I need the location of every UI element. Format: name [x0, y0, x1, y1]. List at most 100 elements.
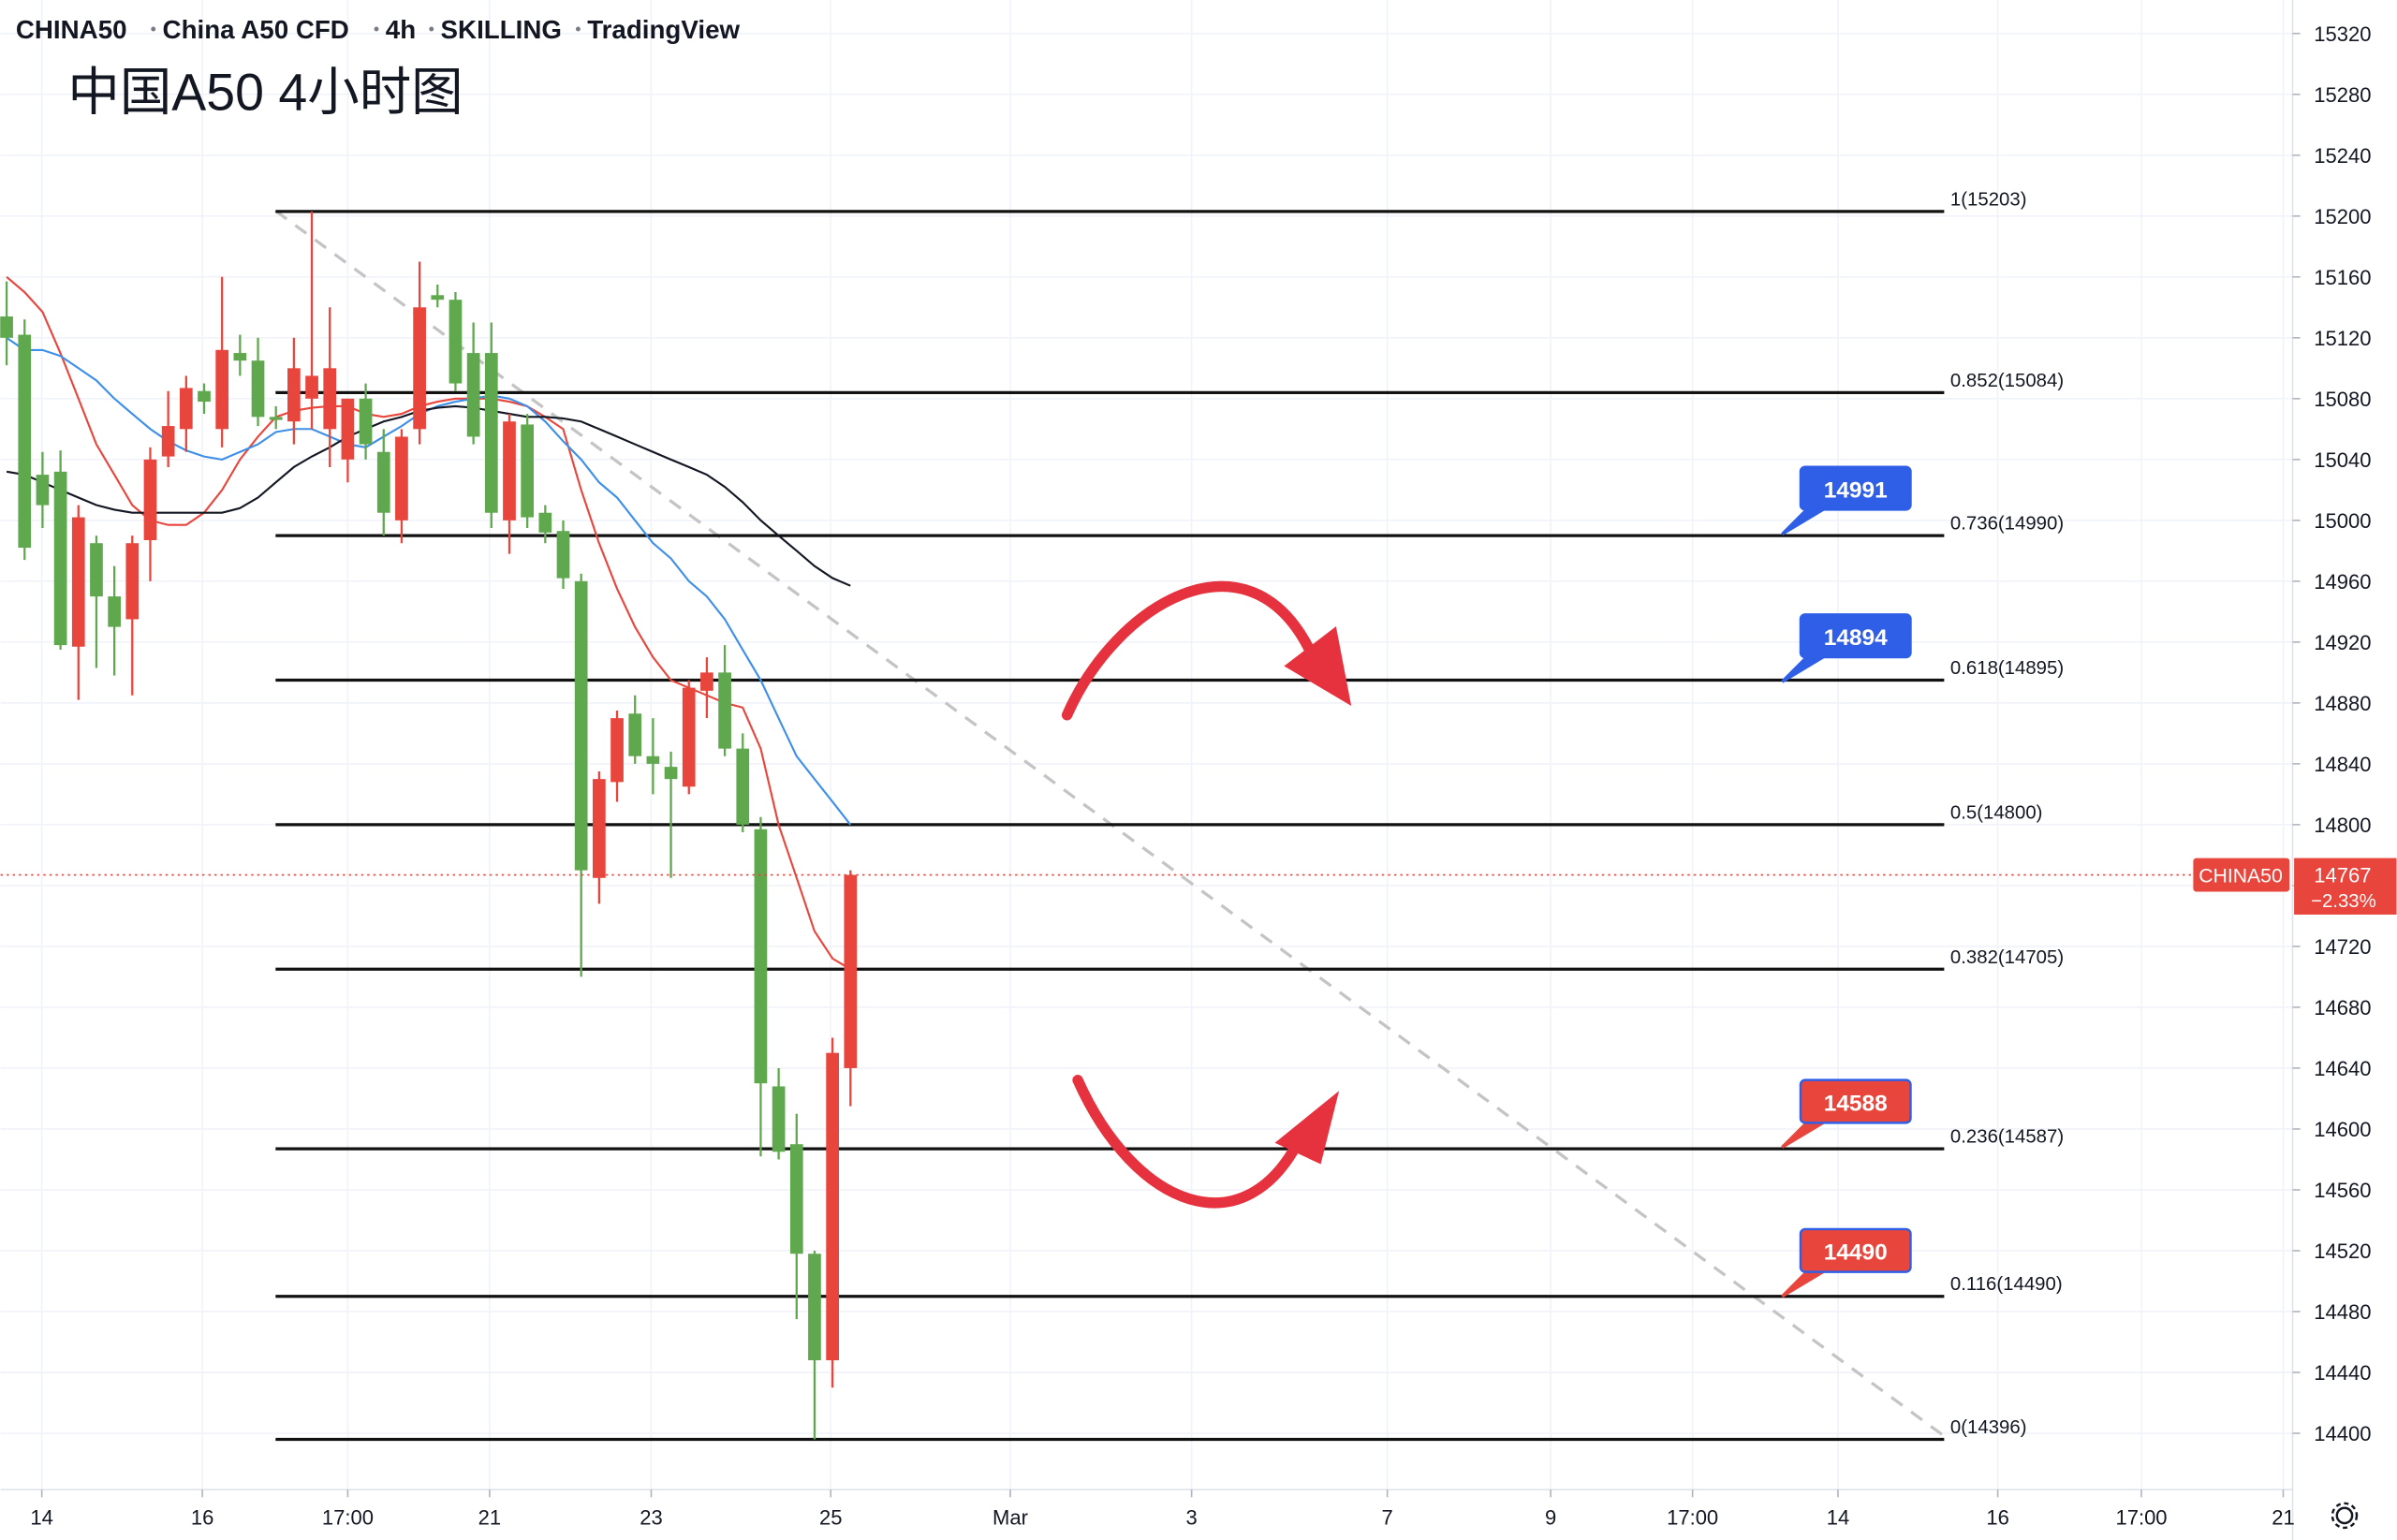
x-tick-label: 16 [191, 1506, 214, 1530]
candle-body [556, 531, 570, 579]
last-price-box [2294, 858, 2397, 915]
last-price-label: 14767 [2314, 864, 2371, 887]
y-tick-label: 14640 [2314, 1057, 2371, 1080]
x-tick-label: 23 [640, 1506, 662, 1530]
y-tick-label: 15080 [2314, 388, 2371, 411]
candle-body [484, 353, 498, 513]
candle-body [90, 543, 103, 597]
candle-body [125, 543, 140, 620]
candle-body [341, 398, 355, 460]
candle-body [682, 687, 696, 787]
candle-body [305, 375, 318, 399]
callout-box [1799, 1227, 1912, 1273]
y-tick-label: 15120 [2314, 327, 2371, 350]
arrow-head [1284, 626, 1352, 706]
callout-label: 14588 [1824, 1091, 1888, 1116]
settings-icon[interactable] [2331, 1502, 2359, 1530]
callout-box [1799, 465, 1912, 511]
interval: 4h [386, 15, 416, 44]
arrow-head [1274, 1091, 1340, 1165]
candle-body [36, 475, 50, 506]
y-tick-label: 14680 [2314, 996, 2371, 1019]
arrow-up-down [1061, 580, 1315, 721]
candle-body [0, 316, 13, 338]
y-tick-label: 14800 [2314, 814, 2371, 837]
candle-body [736, 748, 750, 825]
y-tick-label: 15240 [2314, 144, 2371, 168]
fib-label: 1(15203) [1950, 189, 2027, 210]
fib-label: 0.618(14895) [1950, 658, 2064, 679]
y-tick-label: 15320 [2314, 22, 2371, 46]
candle-body [376, 451, 390, 513]
x-tick-label: 17:00 [1667, 1506, 1718, 1530]
callout-label: 14991 [1824, 477, 1888, 503]
candle-body [700, 672, 713, 691]
candle-body [359, 398, 373, 445]
candle-body [395, 436, 408, 521]
x-tick-label: Mar [993, 1506, 1028, 1530]
candle-body [610, 718, 624, 783]
x-tick-label: 25 [819, 1506, 843, 1530]
y-tick-label: 15200 [2314, 205, 2371, 228]
candle-body [233, 353, 247, 361]
candle-body [574, 580, 588, 871]
x-tick-label: 14 [1827, 1506, 1850, 1530]
y-tick-label: 14480 [2314, 1300, 2371, 1324]
candle-body [789, 1144, 803, 1254]
candle-body [198, 390, 211, 403]
y-tick-label: 14520 [2314, 1239, 2371, 1263]
candle-body [251, 360, 265, 418]
y-tick-label: 15040 [2314, 448, 2371, 472]
symbol-tag-label: CHINA50 [2198, 866, 2283, 887]
fib-label: 0.236(14587) [1950, 1127, 2064, 1148]
fib-label: 0.736(14990) [1950, 514, 2064, 535]
separator [151, 26, 156, 32]
callout-box [1799, 613, 1912, 659]
fib-label: 0(14396) [1950, 1417, 2027, 1438]
symbol-tag [2193, 858, 2290, 892]
chart-title: 中国A50 4小时图 [67, 64, 463, 122]
header: CHINA50 China A50 CFD 4h SKILLING Tradin… [16, 15, 741, 44]
candle-body [179, 388, 193, 430]
symbol: CHINA50 [16, 15, 127, 44]
candle-body [287, 368, 301, 422]
fib-label: 0.5(14800) [1950, 802, 2043, 823]
y-tick-label: 15280 [2314, 83, 2371, 107]
candle-body [269, 417, 283, 420]
callout-label: 14490 [1824, 1240, 1888, 1266]
y-tick-label: 15000 [2314, 509, 2371, 533]
y-tick-label: 14600 [2314, 1118, 2371, 1141]
candle-body [808, 1254, 821, 1360]
x-tick-label: 7 [1382, 1506, 1393, 1530]
y-tick-label: 14960 [2314, 570, 2371, 594]
arrows [1061, 580, 1315, 1209]
candle-body [521, 424, 535, 518]
candle-body [718, 672, 731, 749]
fib-label: 0.382(14705) [1950, 947, 2064, 968]
x-tick-label: 16 [1986, 1506, 2009, 1530]
y-tick-label: 14720 [2314, 935, 2371, 959]
separator [374, 26, 379, 32]
x-tick-label: 14 [30, 1506, 53, 1530]
gear-teeth[interactable] [2331, 1502, 2359, 1530]
y-tick-label: 14400 [2314, 1422, 2371, 1445]
fib-label: 0.116(14490) [1950, 1274, 2063, 1295]
candle-body [826, 1052, 839, 1360]
x-tick-label: 9 [1545, 1506, 1556, 1530]
candle-body [593, 779, 606, 878]
candle-body [628, 713, 642, 756]
gear[interactable] [2335, 1506, 2354, 1525]
candle-body [108, 596, 121, 627]
candle-body [53, 471, 67, 646]
candle-body [18, 334, 32, 549]
candle-body [413, 307, 426, 430]
last-change-label: −2.33% [2311, 891, 2376, 912]
symbol-name: China A50 CFD [163, 15, 349, 44]
arrow-down-up [1072, 1075, 1308, 1209]
candle-body [323, 368, 337, 430]
candle-body [503, 421, 516, 521]
candle-body [646, 755, 660, 764]
candle-body [431, 295, 445, 301]
